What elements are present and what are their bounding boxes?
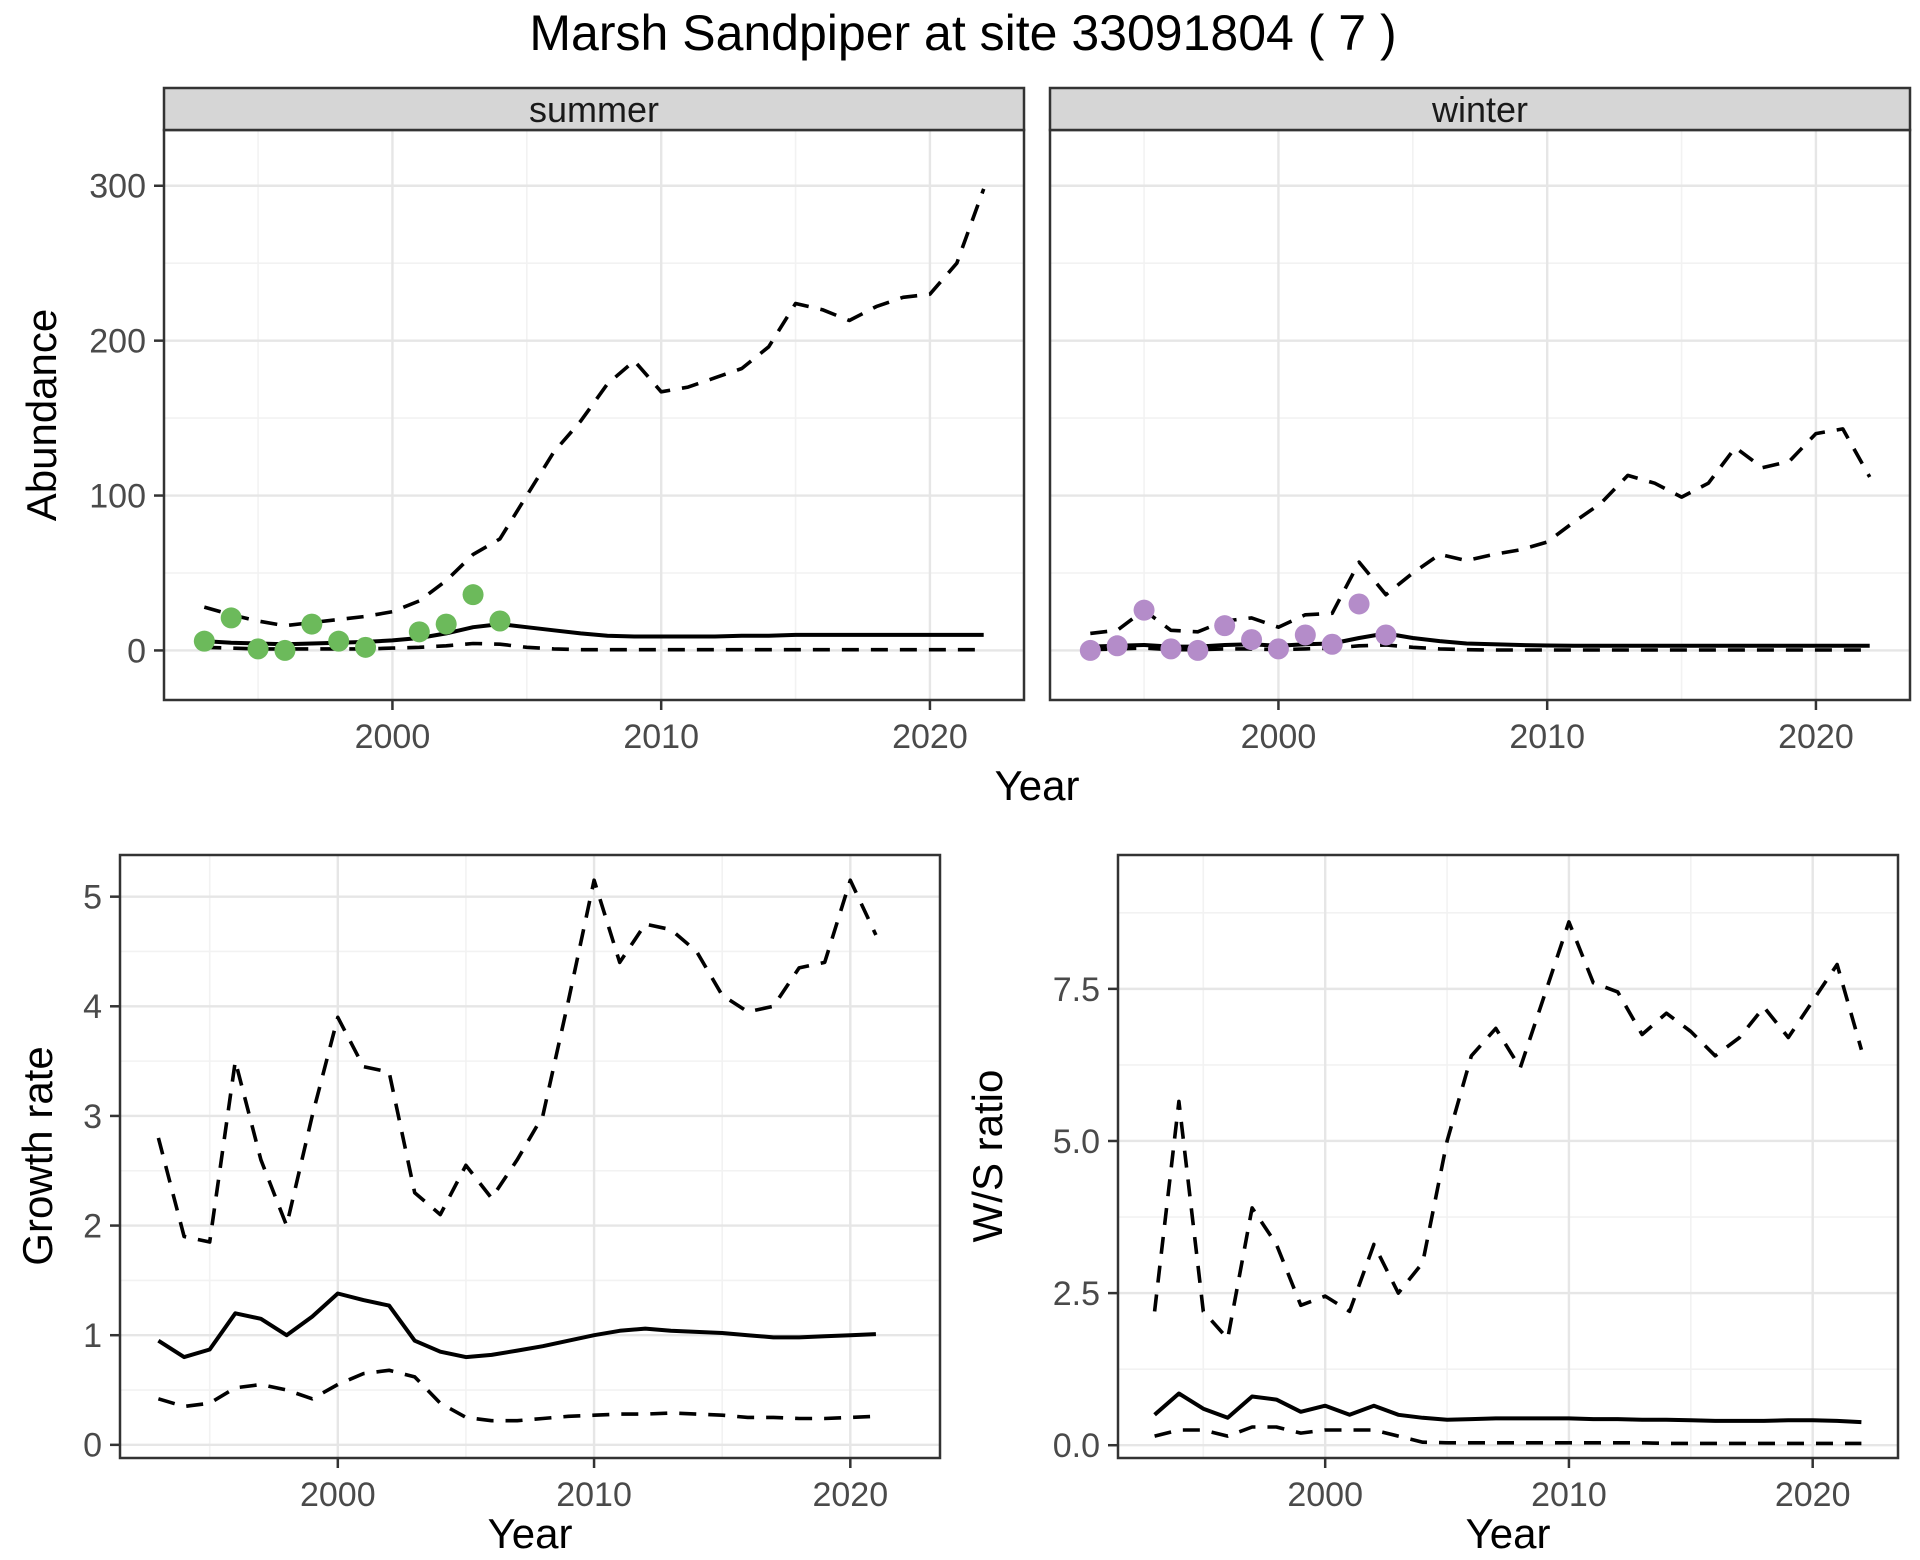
upper-ci-line: [1090, 427, 1872, 636]
panel-border: [162, 128, 1026, 702]
x-tick-label: 2010: [623, 718, 699, 756]
observation-point: [435, 613, 457, 635]
median-fit-line: [1090, 631, 1870, 649]
x-tick-label: 2010: [1509, 718, 1585, 756]
y-tick-label: 2: [83, 1207, 102, 1245]
panel-growth-rate: 2000 2010 2020 0 1 2 3 4 5: [83, 853, 942, 1514]
median-fit-line: [1153, 1391, 1862, 1425]
observation-point: [1321, 633, 1343, 655]
x-tick-label: 2000: [355, 718, 431, 756]
lower-ci-line: [1154, 1425, 1862, 1446]
observation-point: [408, 621, 430, 643]
panel-border: [1116, 853, 1900, 1460]
x-tick-label: 2010: [1531, 1476, 1607, 1514]
ws-ratio-axis-title: W/S ratio: [964, 1069, 1011, 1243]
observation-point: [1241, 629, 1263, 651]
x-tick-label: 2020: [812, 1476, 888, 1514]
x-tick-label: 2000: [1241, 718, 1317, 756]
observation-point: [1267, 638, 1289, 660]
observation-point: [274, 639, 296, 661]
observation-point: [1187, 639, 1209, 661]
ws-x-axis-title: Year: [1465, 1510, 1551, 1557]
facet-label-summer: summer: [528, 89, 660, 130]
x-tick-label: 2000: [1287, 1476, 1363, 1514]
abundance-axis-title: Abundance: [18, 308, 65, 522]
observation-point: [1214, 615, 1236, 637]
y-tick-label: 5.0: [1053, 1123, 1100, 1161]
top-x-axis-title: Year: [994, 762, 1080, 809]
y-tick-label: 2.5: [1053, 1275, 1100, 1313]
panel-abundance-winter: 2000 2010 2020: [1048, 86, 1912, 756]
observation-point: [301, 613, 323, 635]
observation-point: [1348, 593, 1370, 615]
observation-point: [355, 636, 377, 658]
y-tick-label: 100: [89, 477, 146, 515]
panel-border: [118, 853, 942, 1460]
facet-label-winter: winter: [1431, 89, 1529, 130]
observation-point: [462, 584, 484, 606]
observation-point: [220, 607, 242, 629]
y-tick-label: 200: [89, 323, 146, 361]
upper-ci-line: [156, 878, 878, 1244]
median-fit-line: [157, 1291, 876, 1360]
x-tick-label: 2020: [1778, 718, 1854, 756]
y-tick-label: 300: [89, 168, 146, 206]
observation-point: [193, 630, 215, 652]
lower-ci-line: [157, 1368, 876, 1423]
panel-abundance-summer: 2000 2010 2020 0 100 200 300: [89, 86, 1026, 756]
observation-point: [1294, 624, 1316, 646]
observation-point: [328, 630, 350, 652]
x-tick-label: 2020: [892, 718, 968, 756]
upper-ci-line: [203, 188, 986, 628]
facet-strip: [1048, 86, 1912, 132]
observation-point: [1375, 624, 1397, 646]
observation-point: [247, 638, 269, 660]
observation-point: [1079, 639, 1101, 661]
y-tick-label: 0: [127, 632, 146, 670]
observation-point: [1106, 635, 1128, 657]
observation-point: [1133, 599, 1155, 621]
chart-title: Marsh Sandpiper at site 33091804 ( 7 ): [529, 5, 1397, 61]
x-tick-label: 2000: [300, 1476, 376, 1514]
y-tick-label: 1: [83, 1317, 102, 1355]
panel-ws-ratio: 2000 2010 2020 0.0 2.5 5.0 7.5: [1053, 853, 1900, 1514]
x-tick-label: 2010: [556, 1476, 632, 1514]
observation-point: [489, 610, 511, 632]
facet-strip: [162, 86, 1026, 132]
x-tick-label: 2020: [1775, 1476, 1851, 1514]
y-tick-label: 7.5: [1053, 971, 1100, 1009]
y-tick-label: 0.0: [1053, 1427, 1100, 1465]
y-tick-label: 0: [83, 1427, 102, 1465]
growth-rate-axis-title: Growth rate: [14, 1046, 61, 1266]
panel-border: [1048, 128, 1912, 702]
observation-point: [1160, 638, 1182, 660]
y-tick-label: 4: [83, 988, 102, 1026]
y-tick-label: 3: [83, 1098, 102, 1136]
upper-ci-line: [1152, 920, 1864, 1341]
lower-ci-line: [1090, 643, 1870, 652]
y-tick-label: 5: [83, 879, 102, 917]
growth-x-axis-title: Year: [487, 1510, 573, 1557]
